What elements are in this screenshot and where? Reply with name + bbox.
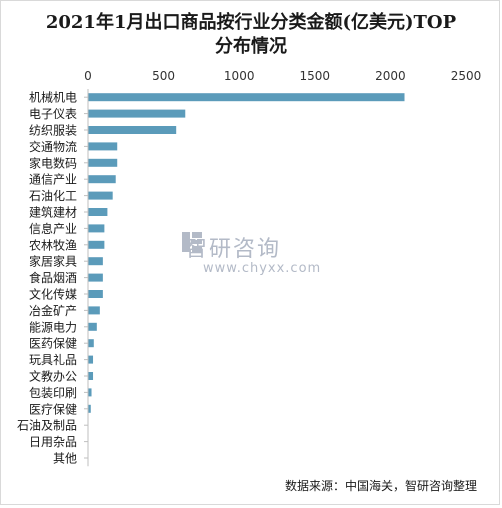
chart-title: 2021年1月出口商品按行业分类金额(亿美元)TOP分布情况: [45, 12, 457, 57]
bar: [88, 339, 94, 348]
bar: [88, 388, 92, 397]
bar: [88, 306, 100, 315]
category-label: 日用杂品: [29, 435, 77, 449]
category-label: 纺织服装: [29, 124, 77, 138]
category-label: 食品烟酒: [29, 270, 77, 285]
bar: [88, 142, 118, 151]
bar: [88, 240, 105, 249]
category-label: 玩具礼品: [29, 352, 77, 367]
bar: [88, 404, 91, 413]
bar: [88, 158, 118, 167]
x-tick-label: 2000: [375, 69, 406, 83]
x-tick-label: 2500: [451, 69, 482, 83]
bar: [88, 273, 103, 282]
x-tick-label: 0: [84, 69, 92, 83]
category-label: 石油及制品: [17, 419, 77, 433]
bar: [88, 355, 94, 364]
category-label: 文化传媒: [29, 287, 77, 302]
bar: [88, 191, 113, 200]
category-label: 冶金矿产: [29, 303, 77, 318]
category-label: 交通物流: [29, 139, 77, 154]
category-label: 医疗保健: [29, 402, 77, 416]
category-label: 电子仪表: [29, 107, 77, 121]
category-label: 家居家具: [29, 254, 77, 269]
bar: [88, 93, 405, 102]
x-tick-label: 1000: [224, 69, 255, 83]
bar: [88, 175, 116, 184]
category-label: 机械机电: [29, 90, 77, 105]
bar: [88, 109, 186, 118]
bar: [88, 290, 103, 298]
category-label: 石油化工: [29, 189, 77, 203]
bar: [88, 322, 97, 331]
category-label: 信息产业: [29, 221, 77, 236]
bar: [88, 257, 103, 266]
source-note: 数据来源：中国海关，智研咨询整理: [284, 479, 477, 493]
bar: [88, 372, 94, 380]
category-label: 建筑建材: [29, 205, 77, 220]
category-label: 能源电力: [29, 320, 77, 334]
watermark: 智研咨询 www.chyxx.com: [181, 231, 320, 276]
category-label: 文教办公: [29, 369, 77, 384]
category-label: 医药保健: [29, 337, 77, 351]
category-label: 通信产业: [29, 173, 77, 187]
category-label: 农林牧渔: [29, 238, 77, 252]
category-label: 其他: [53, 452, 77, 466]
category-label: 家电数码: [29, 155, 77, 170]
bar: [88, 208, 108, 216]
x-tick-label: 500: [152, 69, 175, 83]
watermark-url: www.chyxx.com: [203, 261, 322, 276]
category-label: 包装印刷: [29, 386, 77, 400]
watermark-logo-icon: [182, 232, 202, 252]
x-tick-label: 1500: [300, 69, 331, 83]
bar: [88, 126, 177, 134]
bar: [88, 224, 105, 233]
